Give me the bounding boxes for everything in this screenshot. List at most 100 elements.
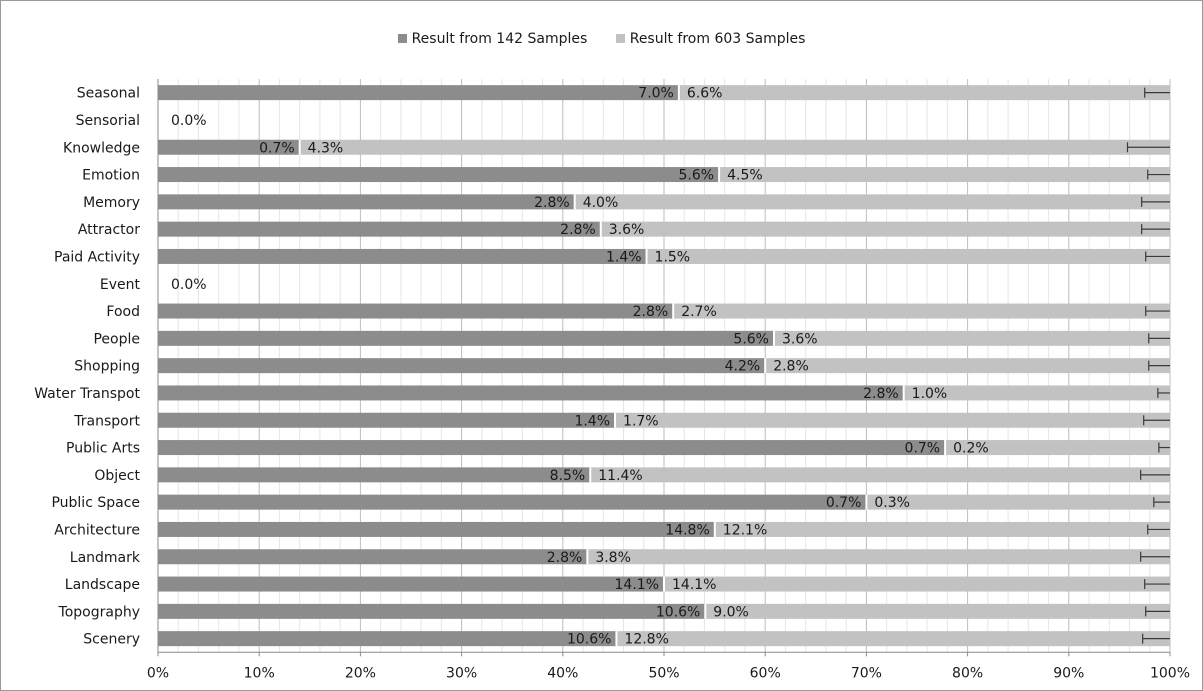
data-label-series-2: 0.3%	[874, 495, 910, 511]
data-label-series-1: 0.7%	[905, 441, 941, 457]
category-label: Shopping	[74, 359, 140, 375]
data-label-series-1: 2.8%	[534, 195, 570, 211]
data-label-series-2: 12.8%	[624, 632, 668, 648]
bar-series-1	[158, 139, 300, 155]
bar-series-2	[587, 549, 1170, 565]
data-label-series-1: 10.6%	[656, 604, 700, 620]
data-label-series-1: 2.8%	[547, 550, 583, 566]
bar-series-1	[158, 603, 706, 619]
x-tick-label: 100%	[1150, 665, 1190, 681]
data-label-series-1: 2.8%	[863, 386, 899, 402]
data-label-series-1: 14.1%	[615, 577, 659, 593]
bar-series-2	[705, 603, 1170, 619]
bar-series-2	[600, 221, 1170, 237]
category-label: Scenery	[83, 632, 140, 648]
data-label-series-1: 5.6%	[679, 168, 715, 184]
data-label-series-2: 1.7%	[623, 413, 659, 429]
bar-series-2	[646, 248, 1170, 264]
bar-series-1	[158, 167, 720, 183]
bar-series-2	[574, 194, 1170, 210]
bar-series-2	[673, 303, 1170, 319]
category-label: Landmark	[70, 550, 141, 566]
category-label: Memory	[83, 195, 140, 211]
legend-swatch-series-1	[397, 34, 407, 43]
category-label: Object	[94, 468, 140, 484]
legend-label-series-1: Result from 142 Samples	[411, 31, 588, 47]
bar-series-1	[158, 358, 766, 374]
data-label-series-2: 0.2%	[953, 441, 989, 457]
category-label: People	[93, 331, 140, 347]
data-label-series-1: 4.2%	[725, 359, 761, 375]
category-label: Public Arts	[66, 441, 140, 457]
bar-series-1	[158, 521, 715, 537]
category-label: Architecture	[54, 522, 140, 538]
data-label-series-2: 3.6%	[609, 222, 645, 238]
data-label-series-2: 4.0%	[583, 195, 619, 211]
category-label: Public Space	[51, 495, 140, 511]
bar-series-2	[765, 358, 1170, 374]
data-label-series-2: 3.8%	[595, 550, 631, 566]
bar-series-1	[158, 631, 617, 647]
category-label: Event	[100, 277, 141, 293]
category-label: Knowledge	[63, 140, 140, 156]
bar-series-2	[714, 521, 1170, 537]
x-tick-label: 50%	[648, 665, 679, 681]
x-tick-label: 0%	[147, 665, 169, 681]
x-tick-label: 80%	[952, 665, 983, 681]
data-label-series-1: 1.4%	[574, 413, 610, 429]
data-label-series-1: 2.8%	[560, 222, 596, 238]
x-tick-label: 70%	[851, 665, 882, 681]
data-label-series-1: 0.7%	[826, 495, 862, 511]
data-label-series-2: 1.0%	[912, 386, 948, 402]
data-label-series-1: 0.0%	[171, 113, 207, 129]
data-label-series-2: 2.8%	[773, 359, 809, 375]
x-tick-label: 40%	[547, 665, 578, 681]
bar-series-2	[615, 412, 1170, 428]
bar-series-1	[158, 221, 601, 237]
legend-swatch-series-2	[615, 34, 625, 43]
bar-series-1	[158, 385, 904, 401]
category-label: Sensorial	[76, 113, 140, 129]
bar-series-2	[719, 167, 1170, 183]
bar-series-2	[903, 385, 1170, 401]
bar-series-1	[158, 576, 664, 592]
bar-series-2	[616, 631, 1170, 647]
data-label-series-1: 10.6%	[567, 632, 611, 648]
data-label-series-2: 3.6%	[782, 331, 818, 347]
bar-series-1	[158, 467, 591, 483]
category-label: Food	[106, 304, 140, 320]
bar-series-1	[158, 303, 674, 319]
bar-series-1	[158, 549, 588, 565]
legend-label-series-2: Result from 603 Samples	[629, 31, 806, 47]
data-label-series-2: 12.1%	[723, 522, 767, 538]
data-label-series-2: 9.0%	[713, 604, 749, 620]
data-label-series-2: 1.5%	[655, 249, 691, 265]
x-tick-label: 20%	[345, 665, 376, 681]
data-label-series-2: 4.5%	[727, 168, 763, 184]
bar-series-2	[590, 467, 1170, 483]
bar-series-1	[158, 494, 867, 510]
bar-series-2	[664, 576, 1170, 592]
data-label-series-1: 0.0%	[171, 277, 207, 293]
data-label-series-1: 5.6%	[733, 331, 769, 347]
data-label-series-1: 14.8%	[665, 522, 709, 538]
bar-series-2	[866, 494, 1170, 510]
category-label: Landscape	[65, 577, 140, 593]
data-label-series-1: 1.4%	[606, 249, 642, 265]
category-label: Water Transpot	[34, 386, 140, 402]
bar-series-1	[158, 330, 774, 346]
legend-item-series-2: Result from 603 Samples	[615, 31, 806, 47]
data-label-series-2: 4.3%	[308, 140, 344, 156]
category-label: Topography	[58, 604, 140, 620]
x-tick-label: 10%	[244, 665, 275, 681]
data-label-series-1: 2.8%	[633, 304, 669, 320]
data-label-series-1: 8.5%	[550, 468, 586, 484]
legend-item-series-1: Result from 142 Samples	[397, 31, 588, 47]
category-label: Seasonal	[77, 86, 140, 102]
category-label: Emotion	[82, 168, 140, 184]
x-tick-label: 30%	[446, 665, 477, 681]
data-label-series-2: 14.1%	[672, 577, 716, 593]
data-label-series-2: 2.7%	[681, 304, 717, 320]
